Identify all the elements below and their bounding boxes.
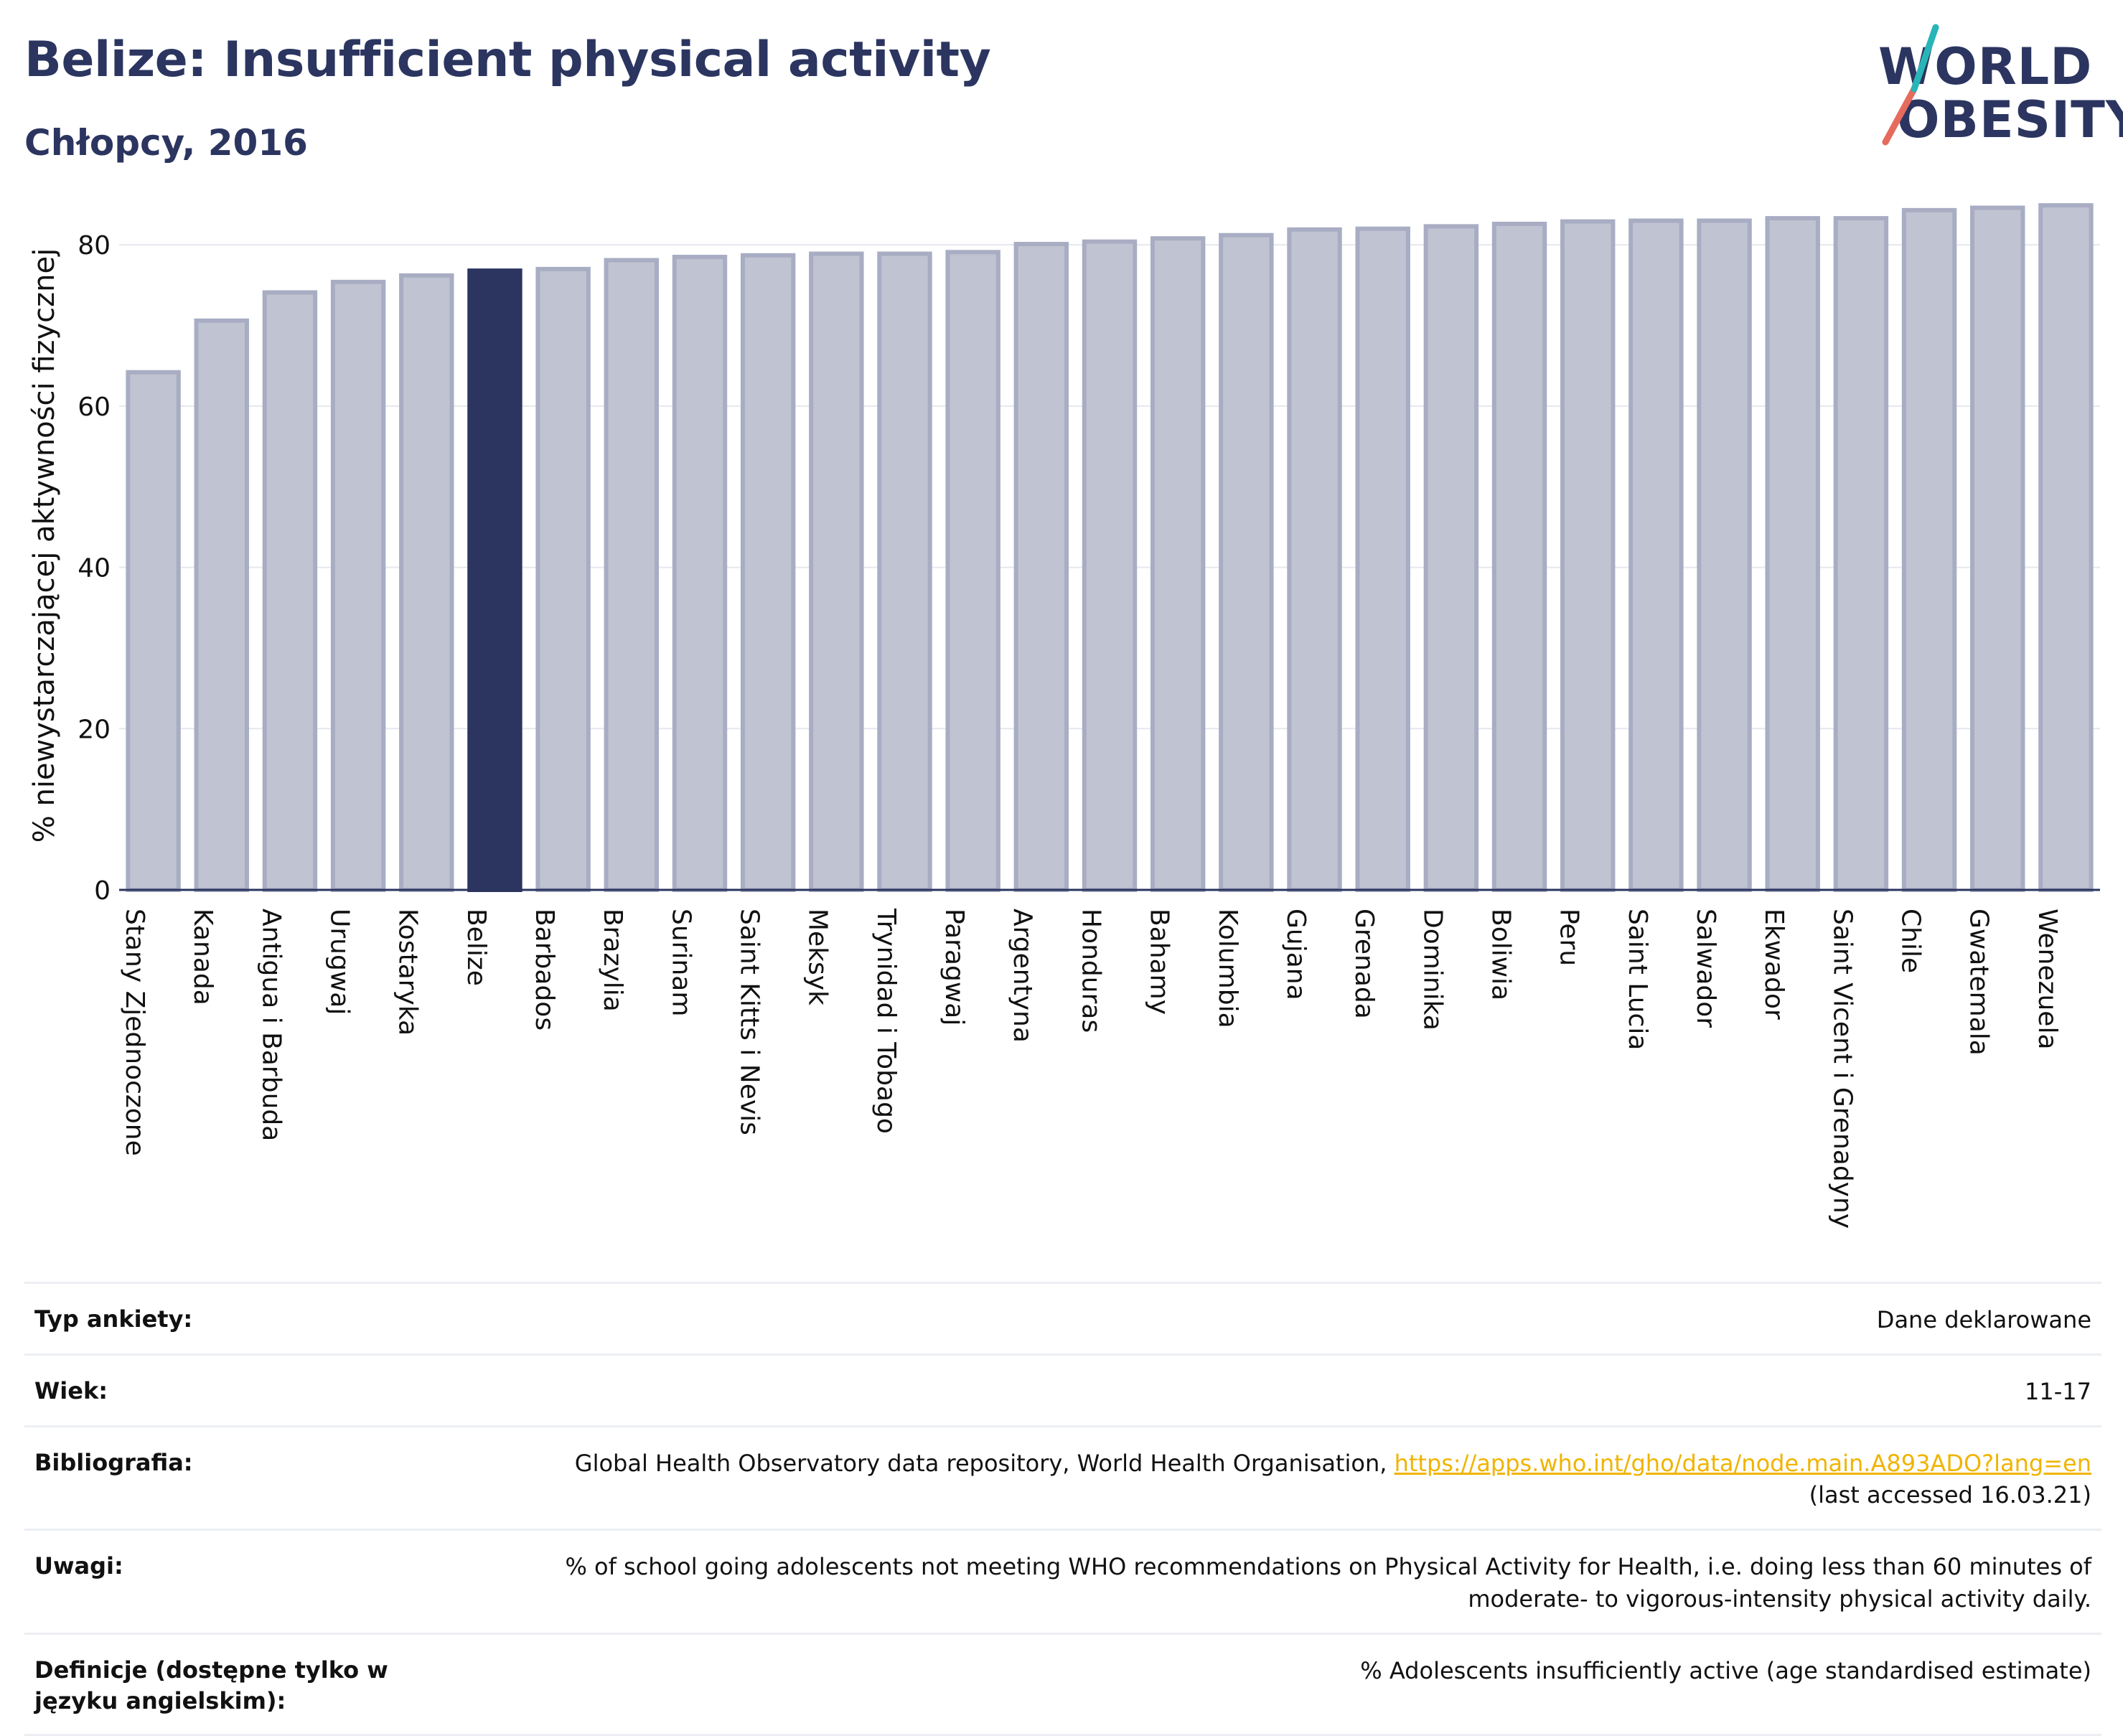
x-tick-label: Saint Lucia <box>1623 909 1652 1050</box>
bar <box>1970 205 2025 892</box>
info-label: Bibliografia: <box>34 1448 193 1476</box>
x-tick-label: Grenada <box>1349 909 1379 1019</box>
y-tick-label: 0 <box>94 876 111 906</box>
world-obesity-logo: WORLD OBESITY <box>1870 22 2123 151</box>
bar <box>126 370 181 892</box>
x-tick-label: Urugwaj <box>325 909 355 1015</box>
bar <box>535 266 591 893</box>
info-label: Uwagi: <box>34 1552 123 1580</box>
info-row-definitions: Definicje (dostępne tylko w języku angie… <box>24 1632 2101 1736</box>
y-tick-label: 40 <box>78 554 111 583</box>
x-tick-label: Honduras <box>1076 909 1105 1033</box>
y-tick-label: 80 <box>78 231 111 261</box>
info-value: % of school going adolescents not meetin… <box>565 1553 2091 1613</box>
x-tick-label: Kolumbia <box>1213 909 1242 1028</box>
chart-subtitle: Chłopcy, 2016 <box>24 122 308 164</box>
bar <box>262 290 318 892</box>
info-row-age: Wiek: 11-17 <box>24 1353 2101 1425</box>
info-label: Typ ankiety: <box>34 1305 193 1333</box>
bar <box>1697 218 1752 892</box>
x-tick-label: Gwatemala <box>1964 909 1994 1056</box>
bar <box>2038 203 2094 892</box>
bar <box>1082 239 1138 892</box>
x-tick-label: Gujana <box>1281 909 1311 1000</box>
y-tick-label: 20 <box>78 715 111 744</box>
x-tick-label: Surinam <box>666 909 695 1016</box>
info-row-bibliography: Bibliografia: Global Health Observatory … <box>24 1425 2101 1529</box>
bar <box>467 268 522 893</box>
bar <box>1013 242 1069 893</box>
x-tick-label: Saint Kitts i Nevis <box>735 909 764 1135</box>
x-tick-label: Kanada <box>188 909 217 1005</box>
info-row-survey-type: Typ ankiety: Dane deklarowane <box>24 1282 2101 1353</box>
x-tick-label: Brazylia <box>598 909 627 1012</box>
y-tick-label: 60 <box>78 393 111 422</box>
x-tick-label: Belize <box>461 909 491 986</box>
x-tick-label: Bahamy <box>1145 909 1174 1015</box>
info-table: Typ ankiety: Dane deklarowane Wiek: 11-1… <box>24 1282 2101 1736</box>
x-tick-label: Boliwia <box>1486 909 1515 1000</box>
x-tick-label: Argentyna <box>1008 909 1037 1043</box>
x-tick-label: Meksyk <box>803 909 833 1005</box>
info-label: Wiek: <box>34 1376 108 1404</box>
logo-slash-icon <box>1882 24 1939 146</box>
bar <box>330 279 386 892</box>
bar <box>1833 216 1889 893</box>
x-tick-label: Kostaryka <box>393 909 423 1036</box>
bar <box>1150 236 1206 892</box>
chart-title: Belize: Insufficient physical activity <box>24 32 991 88</box>
x-tick-label: Barbados <box>530 909 559 1031</box>
x-tick-label: Antigua i Barbuda <box>256 909 286 1141</box>
x-tick-label: Trynidad i Tobago <box>871 908 901 1134</box>
x-tick-label: Peru <box>1555 909 1584 966</box>
bar <box>1901 207 1957 893</box>
bar <box>1491 221 1547 892</box>
bar-chart: 0 20 40 60 80 Stany Zjednoczone Kanada Antigua … <box>78 203 2100 1229</box>
x-tick-label: Dominika <box>1417 909 1447 1031</box>
bar <box>740 253 796 892</box>
x-tick-label: Ekwador <box>1759 909 1789 1020</box>
bar <box>1628 218 1684 892</box>
x-tick-label: Wenezuela <box>2033 909 2062 1050</box>
info-value-bibliography: Global Health Observatory data repositor… <box>575 1448 2091 1512</box>
bar <box>399 273 454 892</box>
bibliography-text: Global Health Observatory data repositor… <box>574 1449 1395 1477</box>
bar <box>1287 227 1342 892</box>
x-tick-label: Chile <box>1895 909 1925 973</box>
x-tick-label: Paragwaj <box>939 909 969 1026</box>
info-value: Dane deklarowane <box>1876 1306 2091 1333</box>
info-value: % Adolescents insufficiently active (age… <box>1360 1656 2091 1684</box>
bar <box>672 255 728 892</box>
bar <box>945 250 1000 893</box>
info-value: 11-17 <box>2025 1377 2091 1405</box>
bar <box>809 251 864 893</box>
bibliography-accessed: (last accessed 16.03.21) <box>1809 1481 2091 1509</box>
bar <box>1560 219 1616 892</box>
info-label: Definicje (dostępne tylko w języku angie… <box>34 1656 388 1714</box>
bar <box>877 251 932 893</box>
logo-word-obesity: OBESITY <box>1897 90 2123 149</box>
x-tick-label: Saint Vicent i Grenadyny <box>1827 909 1857 1229</box>
x-tick-label: Stany Zjednoczone <box>120 909 149 1156</box>
bar <box>1423 224 1479 893</box>
bar <box>1355 226 1410 892</box>
bar <box>604 258 660 892</box>
x-tick-label: Salwador <box>1691 909 1720 1028</box>
bibliography-link[interactable]: https://apps.who.int/gho/data/node.main.… <box>1394 1449 2091 1477</box>
bar <box>1765 216 1820 893</box>
info-row-notes: Uwagi: % of school going adolescents not… <box>24 1529 2101 1633</box>
bar <box>1219 233 1274 893</box>
bar <box>194 318 249 893</box>
